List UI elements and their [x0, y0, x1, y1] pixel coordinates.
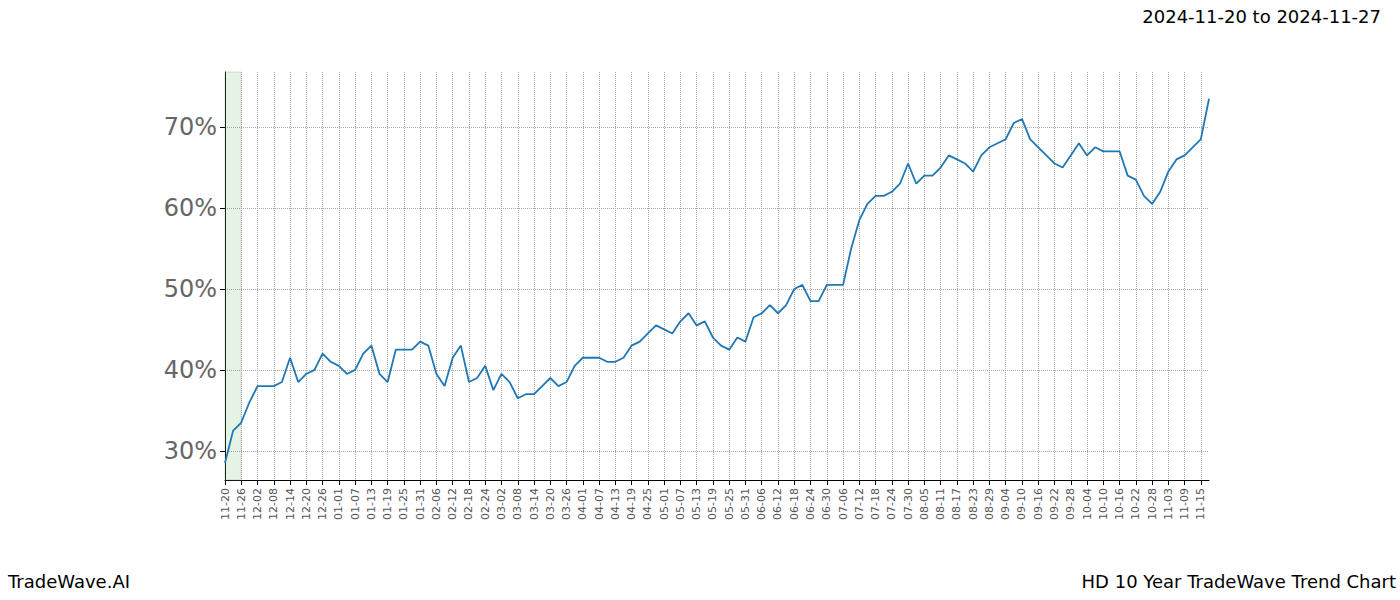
svg-text:12-14: 12-14: [284, 488, 297, 520]
svg-text:08-29: 08-29: [983, 488, 996, 520]
svg-text:07-06: 07-06: [837, 488, 850, 520]
svg-text:06-18: 06-18: [788, 488, 801, 520]
svg-text:04-19: 04-19: [625, 488, 638, 520]
svg-text:05-01: 05-01: [658, 488, 671, 520]
svg-text:01-25: 01-25: [397, 488, 410, 520]
svg-text:40%: 40%: [164, 356, 217, 384]
svg-text:TradeWave.AI: TradeWave.AI: [7, 571, 130, 592]
svg-text:07-30: 07-30: [902, 488, 915, 520]
svg-text:01-07: 01-07: [349, 488, 362, 520]
svg-text:05-19: 05-19: [706, 488, 719, 520]
svg-text:2024-11-20 to 2024-11-27: 2024-11-20 to 2024-11-27: [1142, 6, 1381, 27]
svg-text:09-22: 09-22: [1048, 488, 1061, 520]
svg-text:11-15: 11-15: [1194, 488, 1207, 520]
svg-text:01-13: 01-13: [365, 488, 378, 520]
svg-text:10-22: 10-22: [1129, 488, 1142, 520]
svg-text:03-02: 03-02: [495, 488, 508, 520]
svg-text:09-16: 09-16: [1032, 488, 1045, 520]
svg-text:70%: 70%: [164, 113, 217, 141]
svg-text:03-20: 03-20: [544, 488, 557, 520]
svg-text:11-26: 11-26: [235, 488, 248, 520]
svg-text:11-20: 11-20: [219, 488, 232, 520]
svg-text:12-20: 12-20: [300, 488, 313, 520]
svg-text:01-31: 01-31: [414, 488, 427, 520]
svg-text:03-14: 03-14: [528, 488, 541, 520]
svg-text:08-11: 08-11: [934, 488, 947, 520]
svg-text:01-19: 01-19: [381, 488, 394, 520]
svg-text:04-07: 04-07: [593, 488, 606, 520]
svg-text:04-01: 04-01: [576, 488, 589, 520]
svg-text:06-30: 06-30: [820, 488, 833, 520]
svg-text:12-08: 12-08: [267, 488, 280, 520]
svg-text:04-13: 04-13: [609, 488, 622, 520]
svg-text:12-26: 12-26: [316, 488, 329, 520]
svg-text:04-25: 04-25: [641, 488, 654, 520]
svg-text:02-06: 02-06: [430, 488, 443, 520]
svg-text:11-03: 11-03: [1162, 488, 1175, 520]
svg-text:60%: 60%: [164, 194, 217, 222]
svg-text:05-25: 05-25: [723, 488, 736, 520]
svg-text:07-18: 07-18: [869, 488, 882, 520]
svg-text:07-12: 07-12: [853, 488, 866, 520]
svg-text:06-06: 06-06: [755, 488, 768, 520]
svg-text:05-13: 05-13: [690, 488, 703, 520]
svg-text:02-12: 02-12: [446, 488, 459, 520]
svg-text:09-10: 09-10: [1015, 488, 1028, 520]
svg-text:07-24: 07-24: [885, 488, 898, 520]
svg-text:10-28: 10-28: [1146, 488, 1159, 520]
svg-text:50%: 50%: [164, 275, 217, 303]
svg-text:06-24: 06-24: [804, 488, 817, 520]
svg-text:06-12: 06-12: [771, 488, 784, 520]
svg-text:12-02: 12-02: [251, 488, 264, 520]
svg-text:10-04: 10-04: [1081, 488, 1094, 520]
svg-text:05-07: 05-07: [674, 488, 687, 520]
svg-text:02-24: 02-24: [479, 488, 492, 520]
svg-text:HD 10 Year TradeWave Trend Cha: HD 10 Year TradeWave Trend Chart: [1082, 571, 1396, 592]
svg-text:08-23: 08-23: [967, 488, 980, 520]
svg-text:08-17: 08-17: [950, 488, 963, 520]
svg-text:08-05: 08-05: [918, 488, 931, 520]
svg-text:03-26: 03-26: [560, 488, 573, 520]
svg-text:05-31: 05-31: [739, 488, 752, 520]
svg-text:03-08: 03-08: [511, 488, 524, 520]
svg-text:11-09: 11-09: [1178, 488, 1191, 520]
svg-text:09-04: 09-04: [999, 488, 1012, 520]
svg-text:30%: 30%: [164, 437, 217, 465]
svg-text:10-16: 10-16: [1113, 488, 1126, 520]
svg-text:10-10: 10-10: [1097, 488, 1110, 520]
svg-text:02-18: 02-18: [462, 488, 475, 520]
svg-text:01-01: 01-01: [332, 488, 345, 520]
svg-text:09-28: 09-28: [1064, 488, 1077, 520]
